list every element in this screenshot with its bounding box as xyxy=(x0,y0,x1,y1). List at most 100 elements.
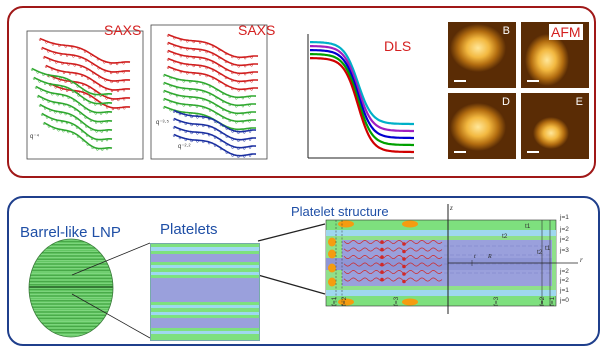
f-label: f=2 xyxy=(539,296,546,306)
afm-letter-e: E xyxy=(575,96,583,108)
saxs-point xyxy=(103,70,107,73)
saxs-point xyxy=(207,142,211,145)
saxs-point xyxy=(83,92,86,96)
saxs-point xyxy=(202,98,205,102)
saxs-point xyxy=(73,64,76,67)
saxs-point xyxy=(228,119,231,123)
saxs-point xyxy=(190,139,193,143)
saxs-point xyxy=(198,49,202,52)
saxs2-slope-label-b: q⁻²·² xyxy=(178,144,191,150)
saxs-point xyxy=(95,130,98,133)
saxs-point xyxy=(58,79,61,82)
saxs-point xyxy=(86,143,89,146)
saxs-point xyxy=(49,109,52,112)
saxs-point xyxy=(90,128,93,132)
saxs-point xyxy=(243,57,247,60)
t-label-1: t1 xyxy=(525,223,531,230)
saxs-point xyxy=(219,147,223,151)
f-label: f=1 xyxy=(549,296,556,306)
saxs-point xyxy=(60,85,64,89)
saxs-point xyxy=(116,80,119,84)
saxs-point xyxy=(235,121,238,124)
saxs-point xyxy=(63,103,66,107)
saxs-point xyxy=(98,76,101,79)
saxs-point xyxy=(211,77,215,80)
orange-blob xyxy=(402,298,418,306)
saxs-point xyxy=(109,71,113,75)
saxs-point xyxy=(52,102,56,105)
saxs-point xyxy=(178,128,182,132)
saxs-point xyxy=(228,95,231,99)
saxs-point xyxy=(89,119,93,123)
saxs-point xyxy=(74,117,78,120)
orange-blob xyxy=(338,298,354,306)
saxs-point xyxy=(162,82,166,85)
saxs-point xyxy=(89,110,92,114)
saxs-point xyxy=(38,80,41,83)
saxs-point xyxy=(219,131,223,135)
connector-line xyxy=(71,293,151,339)
saxs-point xyxy=(179,63,183,66)
saxs-point xyxy=(104,88,108,91)
saxs-point xyxy=(71,90,75,93)
saxs-point xyxy=(178,112,182,116)
saxs-point xyxy=(202,82,205,86)
saxs-point xyxy=(231,138,234,141)
platelet-layer xyxy=(151,331,259,334)
saxs-point xyxy=(122,98,126,101)
saxs-point xyxy=(65,78,68,81)
saxs-point xyxy=(166,50,170,53)
saxs-point xyxy=(117,98,120,102)
saxs-point xyxy=(182,80,185,83)
saxs-point xyxy=(105,102,108,106)
saxs-point xyxy=(202,132,205,136)
saxs-point xyxy=(49,84,52,87)
saxs-point xyxy=(61,62,64,65)
saxs-curve xyxy=(167,33,259,59)
saxs-curve xyxy=(167,57,259,83)
barrel-lnp xyxy=(29,239,113,337)
saxs-point xyxy=(81,83,85,87)
saxs-point xyxy=(243,89,247,92)
saxs-point xyxy=(228,111,231,115)
saxs-point xyxy=(68,72,72,75)
saxs-point xyxy=(166,66,170,69)
saxs-curve xyxy=(45,64,131,91)
saxs-point xyxy=(182,96,185,99)
saxs-point xyxy=(243,139,246,142)
dls-plot xyxy=(307,34,414,159)
saxs-point xyxy=(231,63,234,67)
saxs-point xyxy=(190,123,193,127)
saxs-point xyxy=(175,79,179,82)
saxs-point xyxy=(76,85,79,88)
saxs-point xyxy=(87,86,91,89)
saxs-point xyxy=(237,155,240,158)
j-label: j=2 xyxy=(559,277,569,284)
saxs-point xyxy=(79,121,83,124)
saxs-point xyxy=(51,93,54,96)
saxs-point xyxy=(166,34,170,37)
saxs-point xyxy=(215,97,218,100)
platelet-layer xyxy=(151,244,259,247)
saxs-point xyxy=(225,135,228,138)
saxs-curve xyxy=(43,55,131,82)
saxs-point xyxy=(169,109,172,112)
saxs-point xyxy=(104,79,107,82)
saxs-point xyxy=(45,116,49,119)
saxs-point xyxy=(198,41,202,44)
saxs-point xyxy=(105,93,108,97)
saxs-point xyxy=(64,45,67,48)
saxs-point xyxy=(192,64,195,68)
platelet-structure-label: Platelet structure xyxy=(291,204,389,219)
saxs-point xyxy=(162,106,166,109)
saxs-point xyxy=(52,127,55,130)
lipid-head xyxy=(402,249,406,254)
dls-curve xyxy=(310,41,414,126)
saxs-point xyxy=(205,66,208,70)
afm-letter-b: B xyxy=(502,25,510,37)
saxs-point xyxy=(90,54,93,57)
saxs-point xyxy=(67,63,70,66)
saxs-point xyxy=(241,105,245,108)
saxs-point xyxy=(178,136,182,140)
saxs-point xyxy=(91,63,94,66)
